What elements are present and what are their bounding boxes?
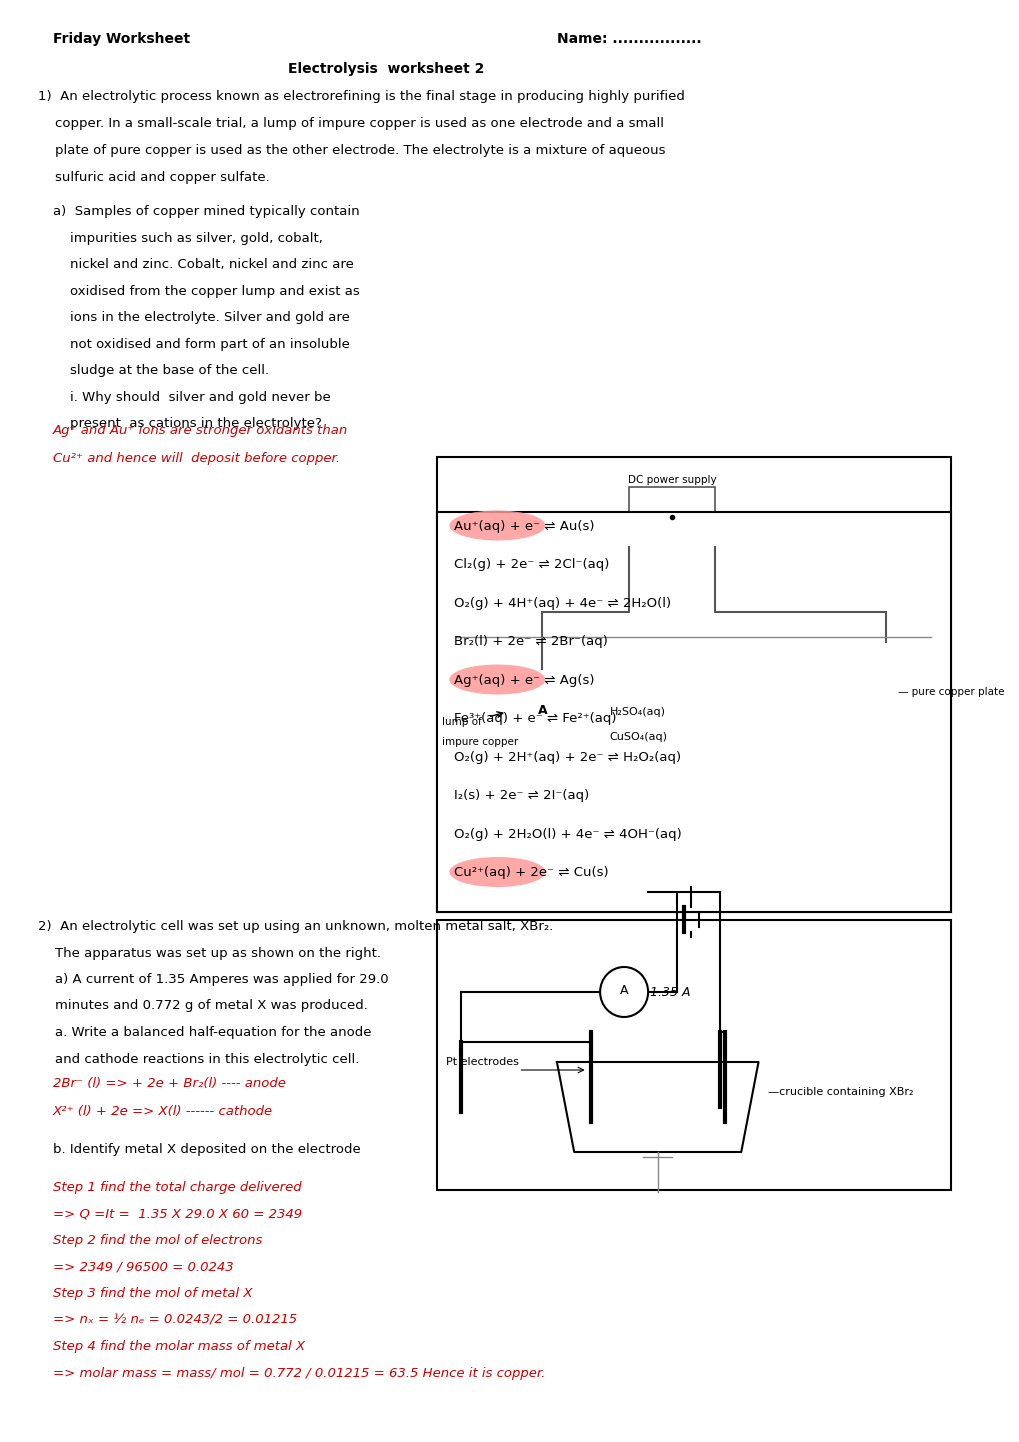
Text: minutes and 0.772 g of metal X was produced.: minutes and 0.772 g of metal X was produ… [39, 999, 368, 1012]
Text: —crucible containing XBr₂: —crucible containing XBr₂ [767, 1087, 913, 1097]
Text: Step 3 find the mol of metal X: Step 3 find the mol of metal X [53, 1288, 252, 1301]
Text: Cu²⁺ and hence will  deposit before copper.: Cu²⁺ and hence will deposit before coppe… [53, 451, 339, 464]
Text: a) A current of 1.35 Amperes was applied for 29.0: a) A current of 1.35 Amperes was applied… [39, 973, 388, 986]
Text: CuSO₄(aq): CuSO₄(aq) [609, 733, 667, 743]
Text: and cathode reactions in this electrolytic cell.: and cathode reactions in this electrolyt… [39, 1053, 360, 1066]
Text: Br₂(l) + 2e⁻ ⇌ 2Br⁻(aq): Br₂(l) + 2e⁻ ⇌ 2Br⁻(aq) [453, 636, 607, 649]
Text: 1.35 A: 1.35 A [649, 985, 690, 998]
Text: O₂(g) + 2H⁺(aq) + 2e⁻ ⇌ H₂O₂(aq): O₂(g) + 2H⁺(aq) + 2e⁻ ⇌ H₂O₂(aq) [453, 751, 681, 764]
Text: Step 2 find the mol of electrons: Step 2 find the mol of electrons [53, 1234, 262, 1247]
Text: 1)  An electrolytic process known as electrorefining is the final stage in produ: 1) An electrolytic process known as elec… [39, 89, 685, 102]
Text: nickel and zinc. Cobalt, nickel and zinc are: nickel and zinc. Cobalt, nickel and zinc… [53, 258, 354, 271]
Text: 2)  An electrolytic cell was set up using an unknown, molten metal salt, XBr₂.: 2) An electrolytic cell was set up using… [39, 920, 553, 933]
Text: copper. In a small-scale trial, a lump of impure copper is used as one electrode: copper. In a small-scale trial, a lump o… [39, 117, 663, 130]
Text: impure copper: impure copper [441, 737, 518, 747]
Text: ions in the electrolyte. Silver and gold are: ions in the electrolyte. Silver and gold… [53, 311, 350, 324]
Text: Au⁺(aq) + e⁻ ⇌ Au(s): Au⁺(aq) + e⁻ ⇌ Au(s) [453, 521, 594, 534]
Text: i. Why should  silver and gold never be: i. Why should silver and gold never be [53, 391, 330, 404]
Text: Pt electrodes: Pt electrodes [446, 1057, 519, 1067]
FancyBboxPatch shape [436, 920, 950, 1190]
Text: Cl₂(g) + 2e⁻ ⇌ 2Cl⁻(aq): Cl₂(g) + 2e⁻ ⇌ 2Cl⁻(aq) [453, 558, 609, 571]
Text: Name: .................: Name: ................. [556, 32, 701, 46]
Text: I₂(s) + 2e⁻ ⇌ 2I⁻(aq): I₂(s) + 2e⁻ ⇌ 2I⁻(aq) [453, 790, 589, 803]
Text: a. Write a balanced half-equation for the anode: a. Write a balanced half-equation for th… [39, 1027, 372, 1040]
FancyBboxPatch shape [436, 512, 950, 911]
Text: Ag⁺ and Au⁺ ions are stronger oxidants than: Ag⁺ and Au⁺ ions are stronger oxidants t… [53, 424, 347, 437]
Text: Step 1 find the total charge delivered: Step 1 find the total charge delivered [53, 1181, 302, 1194]
Ellipse shape [449, 665, 545, 695]
Text: DC power supply: DC power supply [627, 474, 715, 485]
Circle shape [599, 968, 647, 1017]
Text: — pure copper plate: — pure copper plate [897, 686, 1004, 696]
Text: 2Br⁻ (l) => + 2e + Br₂(l) ---- anode: 2Br⁻ (l) => + 2e + Br₂(l) ---- anode [53, 1077, 285, 1090]
Text: Cu²⁺(aq) + 2e⁻ ⇌ Cu(s): Cu²⁺(aq) + 2e⁻ ⇌ Cu(s) [453, 867, 608, 880]
Text: Friday Worksheet: Friday Worksheet [53, 32, 190, 46]
Text: present  as cations in the electrolyte?: present as cations in the electrolyte? [53, 417, 321, 430]
Text: O₂(g) + 4H⁺(aq) + 4e⁻ ⇌ 2H₂O(l): O₂(g) + 4H⁺(aq) + 4e⁻ ⇌ 2H₂O(l) [453, 597, 671, 610]
Text: O₂(g) + 2H₂O(l) + 4e⁻ ⇌ 4OH⁻(aq): O₂(g) + 2H₂O(l) + 4e⁻ ⇌ 4OH⁻(aq) [453, 828, 682, 841]
Text: A: A [537, 705, 547, 718]
Ellipse shape [449, 857, 545, 887]
Text: A: A [620, 983, 628, 996]
Text: H₂SO₄(aq): H₂SO₄(aq) [609, 707, 665, 717]
Text: impurities such as silver, gold, cobalt,: impurities such as silver, gold, cobalt, [53, 232, 322, 245]
Text: Electrolysis  worksheet 2: Electrolysis worksheet 2 [287, 62, 484, 76]
Text: sludge at the base of the cell.: sludge at the base of the cell. [53, 363, 269, 376]
Text: X²⁺ (l) + 2e => X(l) ------ cathode: X²⁺ (l) + 2e => X(l) ------ cathode [53, 1105, 273, 1118]
Text: a)  Samples of copper mined typically contain: a) Samples of copper mined typically con… [53, 205, 359, 218]
Text: plate of pure copper is used as the other electrode. The electrolyte is a mixtur: plate of pure copper is used as the othe… [39, 144, 665, 157]
FancyBboxPatch shape [455, 637, 930, 812]
Text: => nₓ = ½ nₑ = 0.0243/2 = 0.01215: => nₓ = ½ nₑ = 0.0243/2 = 0.01215 [53, 1314, 297, 1327]
Text: Fe³⁺(aq) + e⁻ ⇌ Fe²⁺(aq): Fe³⁺(aq) + e⁻ ⇌ Fe²⁺(aq) [453, 712, 616, 725]
Ellipse shape [449, 510, 545, 541]
Text: Ag⁺(aq) + e⁻ ⇌ Ag(s): Ag⁺(aq) + e⁻ ⇌ Ag(s) [453, 673, 594, 686]
FancyBboxPatch shape [436, 457, 950, 911]
Text: => Q =It =  1.35 X 29.0 X 60 = 2349: => Q =It = 1.35 X 29.0 X 60 = 2349 [53, 1207, 302, 1220]
Text: b. Identify metal X deposited on the electrode: b. Identify metal X deposited on the ele… [53, 1144, 360, 1156]
Text: oxidised from the copper lump and exist as: oxidised from the copper lump and exist … [53, 284, 360, 297]
Text: Step 4 find the molar mass of metal X: Step 4 find the molar mass of metal X [53, 1340, 305, 1353]
Text: lump of: lump of [441, 717, 481, 727]
Text: => molar mass = mass/ mol = 0.772 / 0.01215 = 63.5 Hence it is copper.: => molar mass = mass/ mol = 0.772 / 0.01… [53, 1367, 544, 1380]
Text: not oxidised and form part of an insoluble: not oxidised and form part of an insolub… [53, 337, 350, 350]
Text: sulfuric acid and copper sulfate.: sulfuric acid and copper sulfate. [39, 172, 270, 185]
Text: The apparatus was set up as shown on the right.: The apparatus was set up as shown on the… [39, 946, 381, 959]
Ellipse shape [506, 669, 578, 754]
FancyBboxPatch shape [877, 642, 892, 761]
Text: => 2349 / 96500 = 0.0243: => 2349 / 96500 = 0.0243 [53, 1260, 233, 1273]
FancyBboxPatch shape [629, 487, 714, 547]
